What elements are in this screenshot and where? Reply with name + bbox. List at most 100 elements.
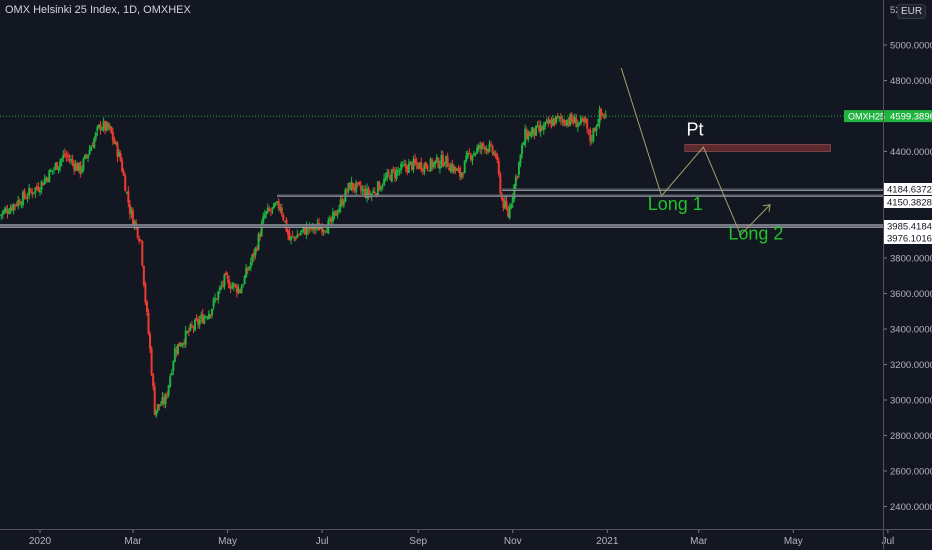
candle-body <box>500 194 503 200</box>
candle-body <box>384 177 387 180</box>
candle-body <box>592 128 595 141</box>
candle-body <box>398 170 401 172</box>
candle-body <box>562 119 565 124</box>
candle-body <box>183 342 186 344</box>
candle-body <box>225 272 227 276</box>
candle-body <box>144 283 147 303</box>
candle-body <box>93 138 96 148</box>
candle-body <box>31 191 34 195</box>
candle-body <box>119 153 122 161</box>
candle-body <box>302 226 305 230</box>
candle-body <box>342 201 345 206</box>
candle-body <box>116 142 119 158</box>
candle-body <box>277 200 280 209</box>
candle-body <box>538 125 541 131</box>
candle-body <box>76 163 79 171</box>
candle-body <box>26 197 29 199</box>
candle-body <box>15 203 18 206</box>
candle-body <box>361 189 364 192</box>
candle-body <box>290 236 293 240</box>
y-tick-label: 3600.0000 <box>890 289 932 300</box>
candle-body <box>324 231 327 233</box>
candle-body <box>358 181 361 185</box>
candle-body <box>359 185 362 191</box>
candle-body <box>228 279 231 289</box>
candle-body <box>390 169 393 182</box>
candle-body <box>380 188 382 190</box>
candle-body <box>282 214 285 220</box>
candle-body <box>438 165 441 169</box>
candle-body <box>118 151 121 157</box>
candle-body <box>304 227 307 235</box>
candle-body <box>570 113 573 121</box>
x-tick-label: Jul <box>881 536 894 547</box>
candle-body <box>209 314 212 316</box>
candle-body <box>421 169 424 171</box>
last-price-label: 4599.3896 <box>890 112 932 123</box>
candle-body <box>189 324 192 331</box>
candle-body <box>418 162 421 168</box>
candle-body <box>417 163 420 169</box>
currency-button[interactable]: EUR <box>897 4 927 19</box>
candle-body <box>141 240 144 266</box>
candle-body <box>521 145 524 155</box>
candle-body <box>353 188 356 191</box>
candle-body <box>294 237 297 240</box>
candle-body <box>35 186 38 188</box>
x-tick-label: Mar <box>690 536 708 547</box>
candle-body <box>28 187 31 196</box>
candle-body <box>207 313 210 319</box>
x-tick-label: 2021 <box>596 536 619 547</box>
candle-body <box>519 154 522 164</box>
candle-body <box>544 122 547 126</box>
candle-body <box>415 161 418 165</box>
candle-body <box>305 226 308 235</box>
candle-body <box>528 132 531 136</box>
candle-body <box>237 288 240 293</box>
y-tick-label: 3800.0000 <box>890 254 932 265</box>
candle-body <box>434 160 437 165</box>
candle-body <box>535 125 537 136</box>
candle-body <box>335 210 338 216</box>
candle-body <box>240 287 243 294</box>
candle-body <box>564 123 567 126</box>
candle-body <box>243 276 246 285</box>
candle-body <box>429 159 432 172</box>
candle-body <box>287 230 289 235</box>
candle-body <box>23 190 26 198</box>
candle-body <box>499 174 502 194</box>
candle-body <box>586 118 589 129</box>
candle-body <box>349 182 351 190</box>
candle-body <box>122 170 125 176</box>
candle-body <box>242 285 245 287</box>
candle-body <box>166 394 169 396</box>
candle-body <box>0 214 3 216</box>
annotation-label: Long 1 <box>648 194 703 214</box>
x-tick-label: Jul <box>316 536 329 547</box>
candle-body <box>14 204 17 206</box>
candle-body <box>280 207 283 215</box>
candle-body <box>424 162 427 168</box>
candle-body <box>42 182 45 186</box>
candle-body <box>54 163 57 169</box>
candle-body <box>273 203 276 209</box>
candle-body <box>11 206 14 210</box>
chart-title: OMX Helsinki 25 Index, 1D, OMXHEX <box>5 4 191 16</box>
candle-body <box>142 265 145 285</box>
candle-body <box>333 211 336 215</box>
candle-body <box>583 117 586 123</box>
candle-body <box>111 131 114 141</box>
candle-body <box>39 190 41 193</box>
candle-body <box>486 149 489 153</box>
candle-body <box>420 162 423 171</box>
candle-body <box>376 181 379 196</box>
candle-body <box>221 284 224 286</box>
candle-body <box>466 152 469 158</box>
candle-body <box>212 299 215 308</box>
candle-body <box>73 162 76 170</box>
candle-body <box>404 163 407 168</box>
candle-body <box>552 119 555 126</box>
candle-body <box>435 156 438 162</box>
candle-body <box>507 208 510 217</box>
